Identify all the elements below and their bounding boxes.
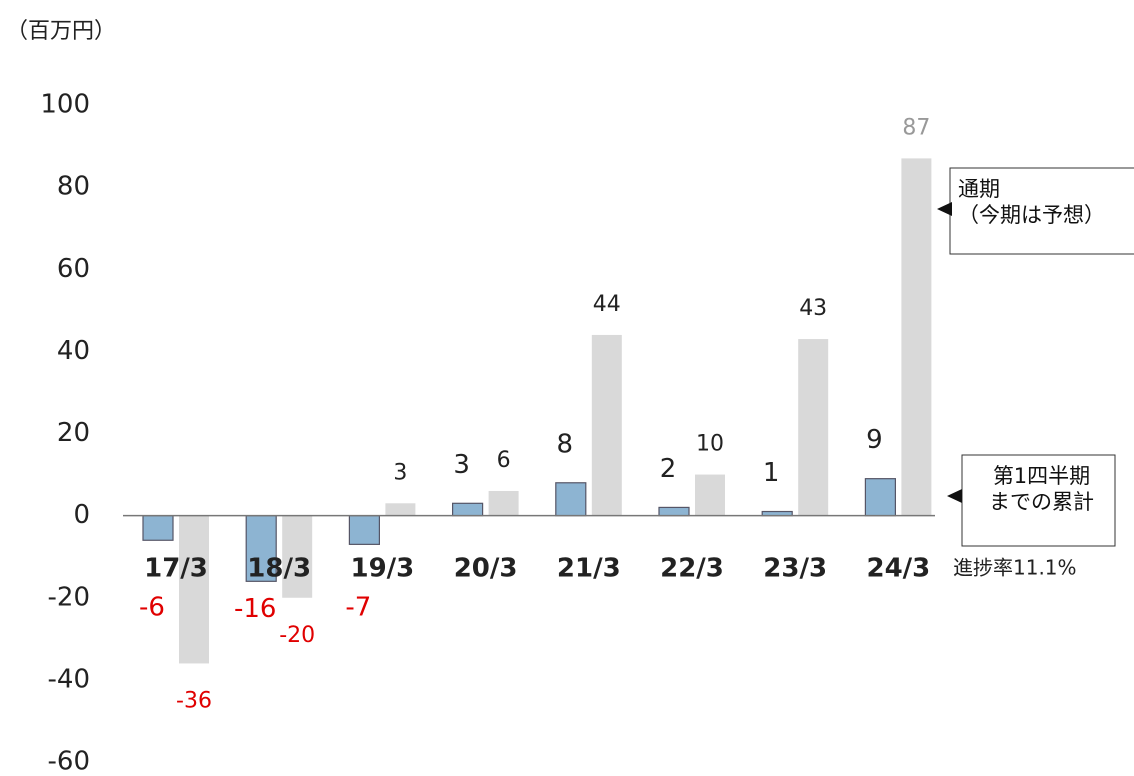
bar [142,515,174,541]
legend-label: 通期 （今期は予想） [958,177,1105,227]
bar [348,515,380,545]
bar [901,158,932,516]
data-label: 1 [763,458,780,488]
bar [864,478,897,517]
bar [452,502,484,517]
x-tick-label: 17/3 [144,554,208,584]
legend-label: 第1四半期 までの累計 [989,464,1094,514]
data-label: 43 [799,296,827,321]
x-tick-label: 19/3 [351,554,415,584]
legend-item: 通期 （今期は予想） [958,177,1105,227]
bar [385,503,416,516]
data-label: -36 [176,688,212,713]
data-label: 3 [393,460,407,485]
x-tick-label: 20/3 [454,554,518,584]
bar [282,515,313,598]
y-tick-label: 20 [57,418,90,448]
y-tick-label: -40 [48,664,90,694]
annotation: 進捗率11.1% [953,556,1077,580]
data-label: 8 [557,429,574,459]
bar [591,334,622,516]
data-label: 10 [696,432,724,457]
bar [179,515,209,664]
y-tick-label: 100 [40,90,90,120]
x-tick-label: 22/3 [660,554,724,584]
data-label: 87 [902,115,930,140]
data-label: 2 [660,454,677,484]
legend-box [949,167,1134,255]
data-label: -20 [279,623,315,648]
x-tick-label: 18/3 [247,554,311,584]
legend-box [961,454,1116,547]
y-tick-label: -60 [48,747,90,776]
y-tick-label: -20 [48,582,90,612]
data-label: -7 [345,593,371,623]
legend-item: 第1四半期 までの累計 [989,464,1094,514]
bar [245,515,277,582]
legend-pointer [947,489,962,503]
bar [695,474,725,516]
x-tick-label: 21/3 [557,554,621,584]
unit-label: （百万円） [6,19,116,44]
x-tick-label: 24/3 [867,554,931,584]
y-tick-label: 40 [57,336,90,366]
bar [658,506,690,517]
data-label: 9 [866,425,883,455]
y-tick-label: 0 [73,500,90,530]
data-label: 44 [593,292,621,317]
data-label: 6 [497,448,511,473]
data-label: 3 [453,450,470,480]
bar [798,339,829,516]
legend-pointer [937,202,952,216]
bar [488,490,519,516]
x-tick-label: 23/3 [763,554,827,584]
data-label: -6 [139,593,165,623]
bar [555,482,587,517]
data-label: -16 [234,594,276,624]
y-tick-label: 80 [57,172,90,202]
y-tick-label: 60 [57,254,90,284]
